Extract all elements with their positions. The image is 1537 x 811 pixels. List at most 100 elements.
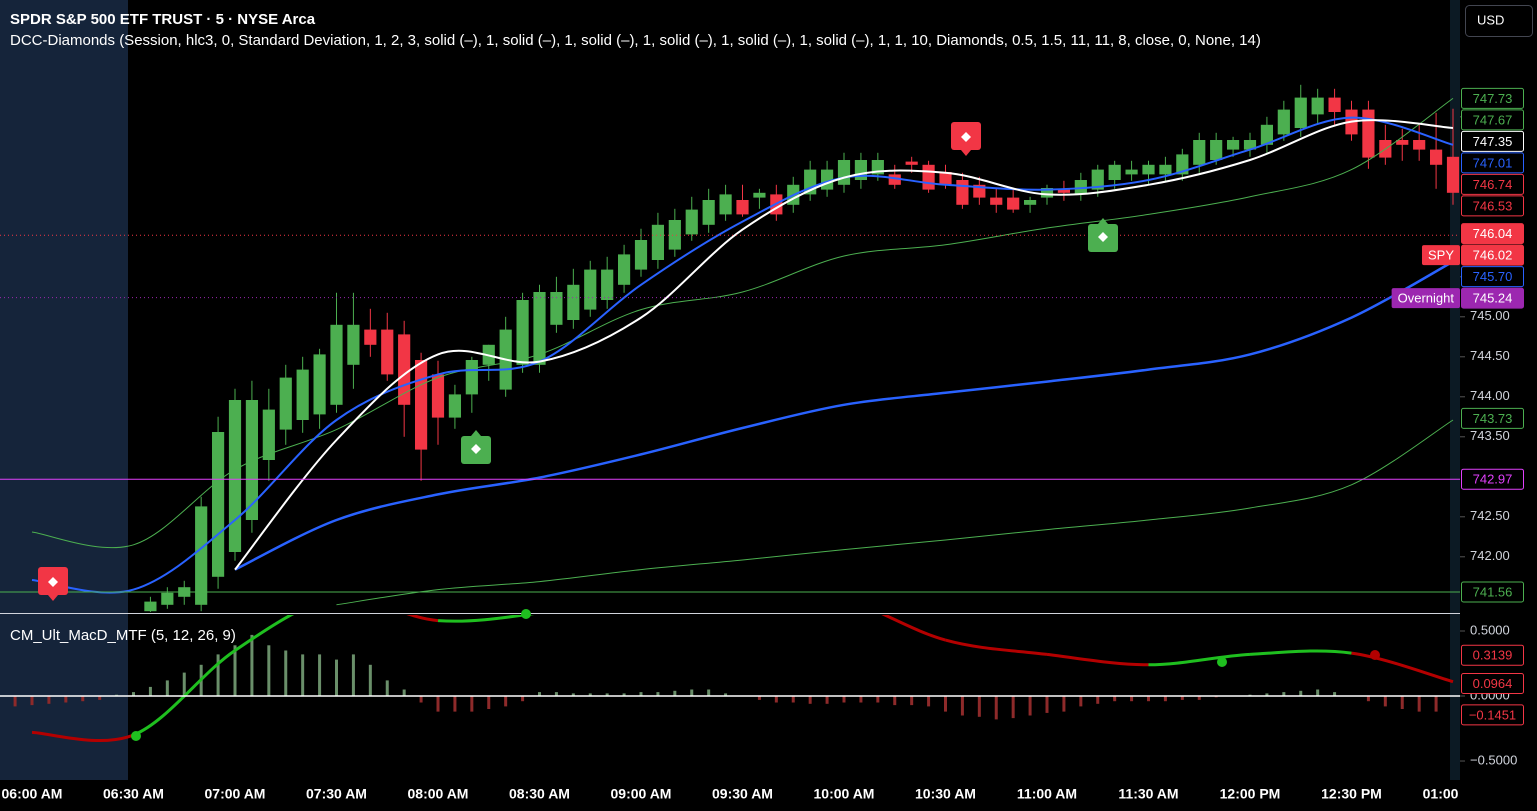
y-tick-label: 744.00 bbox=[1470, 388, 1510, 403]
histogram-bar bbox=[318, 654, 322, 697]
indicator-line bbox=[234, 260, 1454, 571]
indicator-title: CM_Ult_MacD_MTF (5, 12, 26, 9) bbox=[10, 627, 236, 644]
candle-body bbox=[922, 164, 935, 190]
price-badge-label: 747.67 bbox=[1473, 112, 1513, 127]
candle-body bbox=[144, 601, 157, 612]
histogram-bar bbox=[1417, 696, 1421, 712]
price-badge bbox=[1461, 266, 1524, 288]
y-tick-label: 744.50 bbox=[1470, 348, 1510, 363]
histogram-bar bbox=[1062, 696, 1066, 712]
histogram-bar bbox=[808, 696, 812, 704]
price-pane bbox=[0, 84, 1460, 612]
histogram-bar bbox=[724, 693, 728, 697]
histogram-bar bbox=[419, 696, 423, 703]
candle-body bbox=[381, 329, 394, 375]
candle-body bbox=[279, 377, 292, 430]
candle-body bbox=[1243, 140, 1257, 150]
histogram-bar bbox=[284, 650, 288, 697]
price-badge-label: 0.3139 bbox=[1473, 648, 1513, 663]
histogram-bar bbox=[1130, 696, 1134, 702]
buy-diamond bbox=[1088, 218, 1118, 252]
candle-body bbox=[1396, 140, 1409, 145]
histogram-bar bbox=[30, 696, 34, 706]
histogram-bar bbox=[893, 696, 897, 706]
x-tick-label: 08:00 AM bbox=[408, 786, 469, 802]
candle-body bbox=[584, 269, 597, 310]
x-tick-label: 08:30 AM bbox=[509, 786, 570, 802]
candle-body bbox=[1125, 169, 1138, 175]
candle-body bbox=[516, 300, 529, 365]
x-tick-label: 07:00 AM bbox=[205, 786, 266, 802]
histogram-bar bbox=[571, 693, 575, 697]
histogram-bar bbox=[1197, 696, 1201, 700]
candle-body bbox=[1040, 188, 1054, 198]
histogram-bar bbox=[588, 693, 592, 697]
sell-diamond bbox=[38, 567, 68, 601]
candle-body bbox=[1108, 164, 1121, 180]
candle-body bbox=[1091, 169, 1104, 190]
candle-body bbox=[634, 240, 648, 270]
x-tick-label: 07:30 AM bbox=[306, 786, 367, 802]
macd-line bbox=[945, 638, 1048, 656]
candle-body bbox=[313, 354, 326, 415]
candle-body bbox=[195, 506, 208, 605]
price-badge bbox=[1461, 287, 1524, 309]
candle-body bbox=[1260, 124, 1274, 145]
candle-body bbox=[905, 161, 918, 165]
histogram-bar bbox=[977, 696, 981, 717]
macd-line bbox=[406, 615, 439, 623]
histogram-bar bbox=[1096, 696, 1100, 704]
cross-dot bbox=[1370, 650, 1380, 660]
candle-body bbox=[533, 292, 546, 365]
candle-body bbox=[364, 329, 377, 345]
histogram-bar bbox=[673, 690, 677, 697]
candle-body bbox=[1193, 140, 1206, 165]
price-badge bbox=[1461, 130, 1524, 152]
histogram-bar bbox=[132, 692, 135, 697]
macd-line bbox=[31, 730, 135, 743]
histogram-bar bbox=[182, 672, 186, 697]
histogram-bar bbox=[554, 692, 558, 697]
price-badge-label: −0.1451 bbox=[1469, 707, 1516, 722]
histogram-bar bbox=[13, 696, 17, 707]
histogram-bar bbox=[1180, 696, 1184, 700]
histogram-bar bbox=[335, 659, 338, 697]
price-badge-label: 0.0964 bbox=[1473, 676, 1513, 691]
x-tick-label: 09:30 AM bbox=[712, 786, 773, 802]
price-badge-label: 747.01 bbox=[1473, 155, 1513, 170]
histogram-bar bbox=[165, 680, 169, 697]
candle-body bbox=[347, 324, 360, 365]
histogram-bar bbox=[47, 696, 51, 704]
histogram-bar bbox=[1434, 696, 1438, 712]
price-badge bbox=[1461, 704, 1524, 726]
histogram-bar bbox=[470, 696, 474, 712]
candle-body bbox=[1311, 97, 1324, 115]
histogram-bar bbox=[1113, 696, 1117, 702]
histogram-bar bbox=[81, 696, 85, 702]
price-badge bbox=[1461, 87, 1524, 109]
histogram-bar bbox=[944, 696, 947, 712]
candle-body bbox=[685, 209, 698, 235]
macd-line bbox=[1046, 652, 1149, 667]
price-badge-label: 743.73 bbox=[1473, 411, 1513, 426]
currency-label[interactable]: USD bbox=[1477, 12, 1504, 27]
candle-body bbox=[651, 224, 665, 260]
histogram-bar bbox=[1265, 693, 1269, 697]
buy-diamond bbox=[461, 430, 491, 464]
currency-button[interactable] bbox=[1465, 5, 1533, 37]
x-tick-label: 09:00 AM bbox=[611, 786, 672, 802]
histogram-bar bbox=[910, 696, 914, 706]
macd-pane bbox=[0, 615, 1460, 743]
y-tick-label: 743.50 bbox=[1470, 428, 1510, 443]
histogram-bar bbox=[64, 696, 68, 703]
cross-dot bbox=[521, 609, 531, 619]
candle-body bbox=[601, 269, 614, 300]
candle-body bbox=[211, 432, 225, 577]
candle-body bbox=[1007, 197, 1020, 210]
candle-body bbox=[262, 409, 275, 460]
histogram-bar bbox=[1045, 696, 1049, 713]
price-tag bbox=[1421, 245, 1460, 266]
histogram-bar bbox=[1299, 690, 1303, 697]
x-tick-label: 06:00 AM bbox=[2, 786, 63, 802]
